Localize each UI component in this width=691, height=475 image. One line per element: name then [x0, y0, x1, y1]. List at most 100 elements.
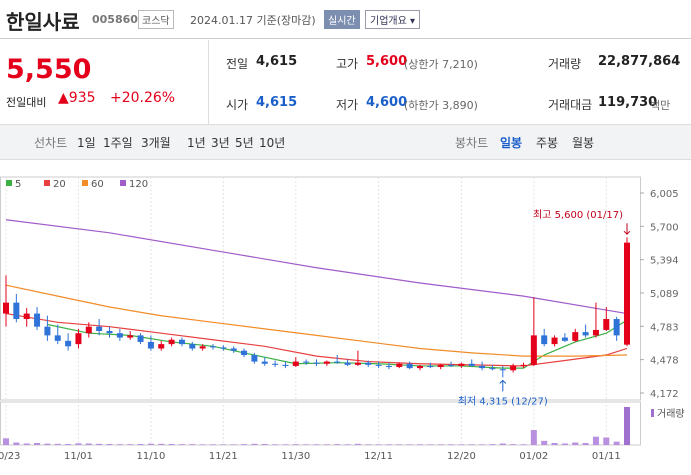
- volume-bar: [303, 444, 310, 445]
- moving-average-line: [5, 219, 628, 315]
- y-tick-label: 5,394: [650, 256, 679, 267]
- tab-bar: [0, 124, 691, 160]
- stat-value: 4,615: [256, 54, 298, 69]
- company-button[interactable]: 기업개요 ▾: [365, 10, 421, 29]
- annotation: 최고 5,600 (01/17): [533, 209, 623, 221]
- candle-body: [365, 362, 372, 365]
- volume-bar: [292, 444, 299, 445]
- stat-value: 5,600: [366, 54, 408, 69]
- candle-body: [334, 361, 341, 363]
- stat-label: 고가: [336, 57, 359, 71]
- volume-bar: [510, 444, 517, 445]
- period-tab[interactable]: 1일: [77, 136, 96, 150]
- tab-group-label: 봉차트: [455, 136, 489, 150]
- stat-label: 전일: [226, 57, 249, 71]
- volume-bar: [116, 444, 123, 445]
- volume-bar: [54, 443, 61, 445]
- volume-bar: [530, 430, 537, 445]
- stat-unit: 백만: [650, 99, 671, 112]
- volume-bar: [147, 443, 154, 445]
- candle-body: [147, 341, 154, 349]
- candle-body: [406, 363, 413, 369]
- candle-body: [210, 346, 216, 348]
- period-tab[interactable]: 월봉: [572, 136, 595, 150]
- candle-body: [520, 364, 527, 366]
- volume-bar: [65, 444, 72, 445]
- y-tick-label: 4,172: [650, 389, 679, 400]
- volume-bar: [106, 444, 113, 445]
- volume-bar: [624, 407, 630, 445]
- stock-name: 한일사료: [6, 10, 80, 34]
- candle-body: [127, 335, 134, 338]
- candle-body: [530, 335, 537, 365]
- volume-bar: [458, 444, 465, 445]
- stat-value: 22,877,864: [598, 54, 681, 69]
- candle-body: [323, 361, 330, 364]
- volume-bar: [199, 444, 206, 445]
- candle-body: [582, 332, 589, 336]
- volume-bar: [396, 444, 403, 445]
- legend-swatch: [44, 180, 50, 186]
- volume-bar: [178, 444, 185, 445]
- stat-note: (하한가 3,890): [404, 99, 478, 112]
- volume-bar: [572, 442, 579, 445]
- candle-body: [624, 242, 630, 345]
- candle-body: [251, 355, 258, 362]
- volume-bar: [85, 443, 92, 445]
- x-tick-label: 11/10: [136, 451, 165, 462]
- y-tick-label: 4,478: [650, 356, 679, 367]
- volume-bar: [520, 444, 527, 445]
- y-tick-label: 5,089: [650, 289, 679, 300]
- company-label: 기업개요: [370, 16, 407, 27]
- volume-swatch: [651, 409, 654, 417]
- volume-bar: [282, 444, 289, 445]
- period-tab[interactable]: 일봉: [500, 136, 523, 150]
- realtime-button[interactable]: 실시간: [324, 10, 360, 29]
- legend-label: 5: [15, 179, 21, 190]
- chart: 6,005 5,700 5,394 5,089 4,783 4,478 4,172 10/23…: [0, 176, 685, 462]
- candle-body: [261, 361, 268, 364]
- period-tab[interactable]: 1년: [187, 136, 206, 150]
- candle-body: [220, 347, 227, 349]
- period-tab[interactable]: 3년: [211, 136, 230, 150]
- y-tick-label: 5,700: [650, 222, 679, 233]
- volume-bar: [272, 444, 279, 445]
- volume-label: 거래량: [657, 408, 685, 420]
- period-tab[interactable]: 1주일: [103, 136, 133, 150]
- candle-body: [44, 326, 51, 336]
- volume-bar: [261, 444, 268, 445]
- candle-body: [541, 335, 548, 345]
- period-tab[interactable]: 3개월: [141, 136, 171, 150]
- candle-body: [468, 363, 475, 366]
- legend-swatch: [6, 180, 12, 186]
- legend-label: 120: [129, 179, 148, 190]
- volume-bar: [344, 444, 351, 445]
- period-tab[interactable]: 5년: [235, 136, 254, 150]
- volume-bar: [313, 444, 320, 445]
- x-tick-label: 11/30: [281, 451, 310, 462]
- stat-label: 시가: [226, 98, 249, 112]
- candle-body: [241, 350, 248, 356]
- volume-bar: [230, 444, 237, 445]
- volume-bar: [354, 443, 361, 445]
- candle-body: [613, 319, 620, 336]
- x-tick-label: 12/20: [447, 451, 476, 462]
- volume-bar: [210, 444, 216, 445]
- volume-bar: [561, 443, 568, 445]
- period-tab[interactable]: 10년: [259, 136, 286, 150]
- volume-bar: [251, 443, 258, 445]
- volume-bar: [127, 444, 134, 445]
- candle-body: [3, 302, 9, 314]
- volume-bar: [23, 443, 30, 445]
- y-tick-label: 4,783: [650, 322, 679, 333]
- candle-body: [75, 333, 82, 345]
- legend-swatch: [82, 180, 88, 186]
- x-tick-label: 12/11: [364, 451, 393, 462]
- volume-bar: [541, 440, 548, 445]
- volume-bar: [34, 443, 41, 445]
- x-tick-label: 11/01: [64, 451, 93, 462]
- period-tab[interactable]: 주봉: [536, 136, 559, 150]
- candle-body: [551, 337, 558, 345]
- volume-bar: [613, 441, 620, 445]
